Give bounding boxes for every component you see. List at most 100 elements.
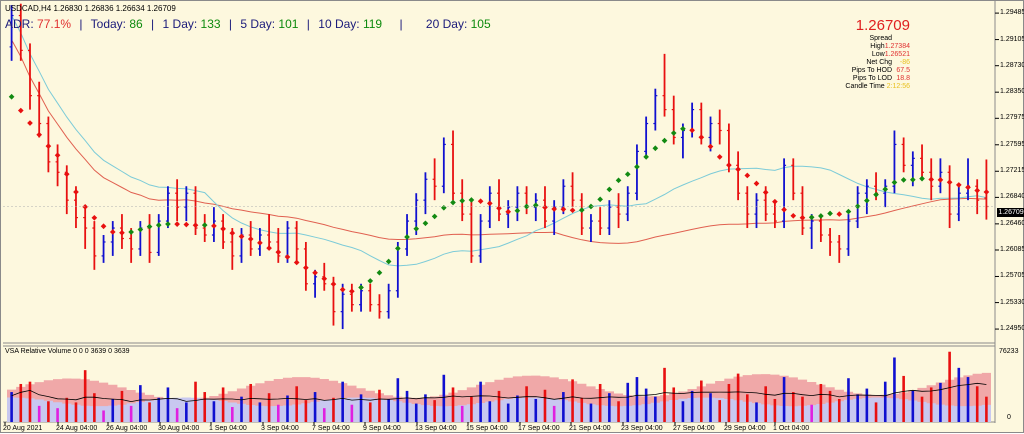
volume-bar: [985, 396, 988, 422]
volume-bar: [240, 396, 243, 422]
volume-bar: [148, 402, 151, 422]
trend-ma-marker: [882, 186, 889, 193]
volume-bar: [690, 390, 694, 422]
volume-bar: [93, 393, 96, 422]
volume-bar: [65, 397, 69, 422]
trend-ma-marker: [27, 120, 33, 126]
time-axis-label: 20 Aug 2021: [3, 425, 43, 432]
time-axis-label: 26 Aug 04:00: [106, 425, 148, 432]
day20-value: 105: [470, 17, 491, 31]
trend-ma-marker: [155, 222, 162, 228]
time-axis-label: 13 Sep 04:00: [415, 425, 457, 432]
trend-ma-marker: [201, 222, 208, 228]
volume-bar: [755, 402, 758, 422]
trend-ma-marker: [937, 177, 944, 183]
volume-bar: [433, 400, 436, 422]
volume-bar: [368, 402, 372, 422]
trend-ma-marker: [477, 198, 484, 205]
volume-bar: [608, 393, 611, 422]
trend-ma-marker: [753, 180, 760, 187]
trend-ma-marker: [36, 131, 43, 138]
price-axis-label: 1.26460: [1000, 219, 1024, 227]
low-value: 1.26521: [884, 51, 910, 58]
trend-ma-marker: [689, 127, 695, 134]
trend-ma-marker: [257, 239, 263, 246]
volume-bar: [525, 386, 528, 422]
trend-ma-marker: [109, 229, 116, 235]
volume-bar: [543, 389, 547, 422]
volume-bar: [635, 377, 639, 422]
trend-ma-marker: [247, 236, 254, 242]
volume-bar: [37, 405, 41, 422]
trend-ma-marker: [514, 207, 521, 214]
time-axis-label: 30 Aug 04:00: [158, 425, 200, 432]
volume-bar: [460, 405, 464, 422]
trend-ma-marker: [17, 107, 24, 114]
trend-ma-marker: [900, 177, 907, 183]
trend-ma-marker: [486, 200, 493, 207]
volume-bar: [442, 374, 446, 422]
volume-average-line: [11, 382, 987, 403]
volume-bar: [948, 351, 951, 422]
volume-bar: [378, 389, 381, 422]
current-price-tag: 1.26709: [997, 208, 1024, 217]
trend-ma-marker: [661, 137, 668, 144]
trend-ma-marker: [266, 245, 272, 251]
volume-bar: [911, 390, 915, 422]
high-row: High1.27384: [845, 43, 910, 51]
lod-row: Pips To LOD 18.8: [845, 75, 910, 83]
slow-moving-average-line: [11, 39, 987, 244]
volume-bar: [791, 392, 795, 422]
volume-bar: [718, 400, 722, 422]
volume-bar: [966, 377, 970, 422]
volume-bar: [313, 392, 317, 422]
adr-separator: |: [79, 17, 83, 31]
current-price-display: 1.26709: [855, 17, 910, 34]
trend-ma-marker: [670, 130, 677, 136]
volume-bar: [709, 393, 712, 422]
volume-bar: [83, 370, 87, 422]
volume-bar: [883, 381, 887, 422]
hod-value: 67.5: [896, 67, 910, 74]
volume-bar: [396, 378, 400, 422]
volume-bar: [736, 373, 740, 422]
candle-time-label: Candle Time: [845, 83, 885, 90]
trend-ma-marker: [440, 204, 447, 211]
volume-bar: [534, 398, 538, 422]
day20-label: 20 Day:: [425, 17, 468, 31]
volume-bar: [497, 390, 501, 422]
volume-bar: [276, 404, 280, 422]
volume-bar: [488, 401, 492, 422]
volume-bar: [837, 398, 841, 422]
trend-ma-marker: [634, 163, 640, 170]
trend-ma-marker: [532, 202, 539, 209]
volume-bar: [580, 397, 584, 422]
low-label: Low: [871, 51, 885, 58]
price-axis-label: 1.28350: [1000, 88, 1024, 96]
volume-bar: [598, 383, 602, 422]
hod-row: Pips To HOD 67.5: [845, 67, 910, 75]
time-axis-label: 24 Aug 04:00: [56, 425, 98, 432]
volume-bar: [893, 357, 896, 422]
trend-ma-marker: [716, 154, 723, 160]
volume-bar: [47, 401, 50, 422]
day10-separator: |: [399, 17, 403, 31]
price-axis-label: 1.25705: [1000, 272, 1024, 280]
price-axis-label: 1.26840: [1000, 193, 1024, 201]
price-axis-label: 1.29105: [1000, 35, 1024, 43]
volume-scale-max-label: 76233: [999, 348, 1019, 355]
price-axis-label: 1.28730: [1000, 61, 1024, 69]
trend-ma-marker: [376, 269, 383, 276]
volume-bar: [212, 401, 216, 422]
candle-time-row: Candle Time 2:12:56: [845, 83, 910, 91]
volume-bar: [28, 381, 32, 422]
volume-bar: [939, 382, 942, 422]
volume-bar: [341, 381, 344, 422]
volume-bar: [185, 402, 188, 422]
netchg-label: Net Chg: [866, 59, 893, 66]
trend-ma-marker: [505, 208, 512, 215]
trend-ma-marker: [845, 208, 852, 215]
volume-bar: [856, 394, 859, 422]
